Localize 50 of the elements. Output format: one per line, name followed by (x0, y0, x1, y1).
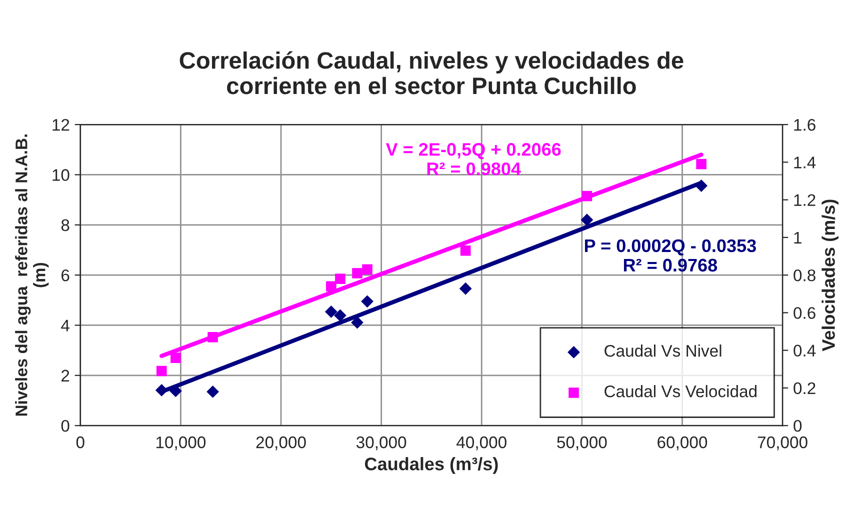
chart-title: Correlación Caudal, niveles y velocidades de corriente en el sector Punta Cuchillo (180, 51, 684, 94)
x-tick-label: 20,000 (256, 436, 306, 450)
legend-label: Caudal Vs Velocidad (604, 385, 756, 398)
y-tick-label: 4 (61, 320, 70, 332)
point (695, 180, 708, 192)
point (459, 282, 472, 295)
annotation: P = 0.0002Q - 0.0353 R² = 0.9768 (584, 239, 756, 272)
point (696, 158, 706, 170)
x-axis-title: Caudales (m³/s) (364, 457, 498, 474)
point (362, 264, 372, 275)
y2-tick-label: 0.8 (794, 269, 816, 282)
x-tick-label: 10,000 (156, 436, 206, 450)
point (351, 316, 364, 329)
point (170, 352, 181, 363)
x-tick-label: 60,000 (658, 436, 708, 450)
y2-tick-label: 0 (794, 420, 802, 432)
point (580, 214, 594, 226)
y2-tick-label: 0.4 (794, 344, 816, 357)
y-tick-label: 2 (62, 370, 70, 382)
y2-axis-title: Velocidades (m/s) (822, 200, 839, 352)
point (206, 386, 219, 398)
point (361, 295, 374, 308)
annotation: V = 2E-0,5Q + 0.2066 R² = 0.9804 (386, 143, 561, 176)
x-tick-label: 50,000 (557, 436, 607, 450)
point (156, 366, 167, 376)
y2-tick-label: 1.2 (794, 194, 816, 206)
point (460, 245, 471, 256)
x-tick-label: 70,000 (758, 436, 808, 450)
point (208, 332, 218, 342)
x-tick-label: 40,000 (456, 436, 506, 450)
point (334, 309, 346, 322)
point (582, 190, 592, 202)
y-tick-label: 8 (61, 219, 70, 232)
y2-tick-label: 0.2 (794, 382, 816, 394)
y-tick-label: 10 (52, 169, 70, 181)
y-tick-label: 6 (62, 269, 70, 282)
x-tick-label: 30,000 (356, 436, 406, 450)
point (326, 281, 336, 292)
y2-tick-label: 1 (794, 232, 802, 244)
point (335, 274, 346, 284)
y-tick-label: 0 (61, 420, 70, 432)
x-tick-label: 0 (76, 436, 84, 448)
legend-label: Caudal Vs Nivel (604, 344, 722, 357)
y2-tick-label: 0.6 (794, 307, 816, 319)
y2-tick-label: 1.4 (794, 156, 816, 168)
y-axis-title: Niveles del agua referidas al N.A.B. (m) (15, 134, 49, 416)
point (324, 305, 338, 318)
y-tick-label: 12 (52, 118, 70, 131)
y2-tick-label: 1.6 (794, 118, 816, 131)
point (352, 268, 362, 278)
